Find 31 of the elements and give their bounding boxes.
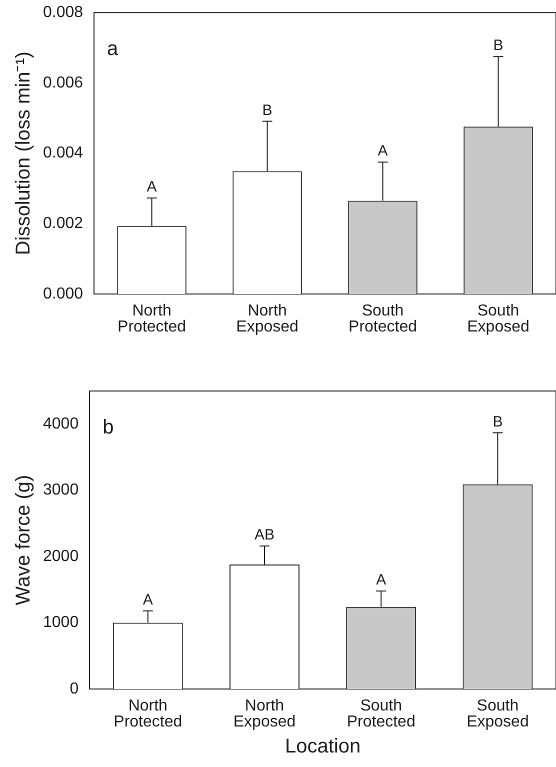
x-tick-label: South Protected — [348, 302, 418, 336]
annotation: A — [142, 592, 153, 608]
y-tick-label: 1000 — [43, 614, 79, 632]
annotation: AB — [254, 526, 275, 544]
y-tick-label: 0.008 — [42, 4, 84, 22]
annotation: A — [378, 142, 388, 160]
x-tick-label: South Exposed — [467, 302, 530, 336]
annotation: B — [493, 37, 504, 54]
x-tick-label: North Exposed — [233, 697, 296, 730]
y-tick-label: 4000 — [43, 416, 79, 433]
y-axis-title: Dissolution (loss min⁻¹) — [12, 51, 35, 256]
x-axis-title: Location — [284, 736, 361, 758]
annotation: a — [107, 38, 120, 60]
y-tick-label: 0.000 — [42, 285, 84, 302]
y-tick-label: 0.002 — [42, 215, 84, 232]
x-tick-label: South Protected — [346, 697, 416, 730]
annotation: A — [376, 572, 386, 589]
y-tick-label: 3000 — [43, 482, 79, 499]
x-tick-label: North Protected — [114, 697, 182, 730]
y-tick-label: 0.004 — [42, 144, 84, 162]
annotation: b — [102, 416, 114, 439]
y-tick-label: 0.006 — [42, 74, 84, 92]
x-tick-label: South Exposed — [466, 697, 529, 730]
annotation: B — [262, 102, 272, 119]
y-tick-label: 2000 — [43, 548, 79, 565]
y-axis-title: Wave force (g) — [12, 474, 35, 606]
x-tick-label: North Protected — [118, 302, 186, 336]
annotation: B — [492, 413, 503, 430]
x-tick-label: North Exposed — [236, 302, 298, 336]
annotation: A — [146, 178, 157, 196]
y-tick-label: 0 — [70, 680, 79, 698]
